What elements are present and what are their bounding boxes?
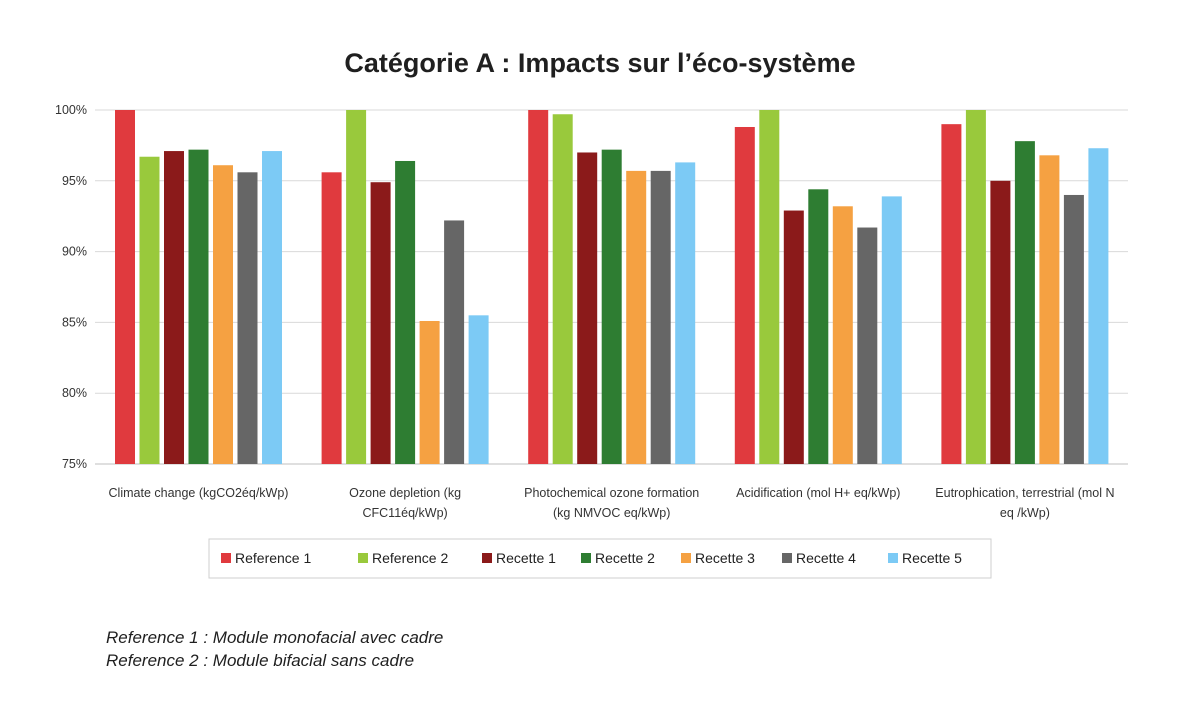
footnote-reference-2: Reference 2 : Module bifacial sans cadre (106, 651, 415, 670)
bar (965, 110, 986, 464)
y-tick-label: 100% (55, 103, 87, 117)
bar (1014, 141, 1035, 465)
bar (370, 182, 391, 464)
bar (1088, 148, 1109, 464)
y-tick-label: 75% (62, 457, 87, 471)
x-tick-label: (kg NMVOC eq/kWp) (553, 506, 670, 520)
x-axis-labels: Climate change (kgCO2éq/kWp) Ozone deplet… (109, 486, 1115, 520)
x-tick-label: eq /kWp) (1000, 506, 1050, 520)
legend-swatch (681, 553, 691, 563)
bar (990, 180, 1011, 465)
bar (468, 315, 489, 464)
bar (577, 152, 598, 465)
legend-label: Recette 2 (595, 550, 655, 566)
bar (262, 151, 282, 464)
bars (115, 110, 1109, 465)
x-tick-label: Climate change (kgCO2éq/kWp) (109, 486, 289, 500)
legend-swatch (221, 553, 231, 563)
bar (164, 151, 184, 464)
bar (1039, 155, 1060, 464)
chart-title: Catégorie A : Impacts sur l’éco-système (344, 48, 855, 78)
bar (626, 170, 647, 464)
y-tick-label: 95% (62, 174, 87, 188)
bar (139, 156, 160, 464)
legend-label: Reference 2 (372, 550, 448, 566)
legend-label: Recette 4 (796, 550, 856, 566)
footnote-reference-1: Reference 1 : Module monofacial avec cad… (106, 628, 444, 647)
bar (395, 160, 416, 464)
legend-label: Recette 5 (902, 550, 962, 566)
legend-label: Recette 3 (695, 550, 755, 566)
legend-box (208, 538, 992, 579)
bar (601, 149, 622, 464)
x-tick-label: Ozone depletion (kg (349, 486, 461, 500)
bar (881, 196, 902, 464)
legend-label: Recette 1 (496, 550, 556, 566)
bar (188, 149, 209, 464)
bar (808, 189, 829, 464)
bar (650, 170, 671, 464)
bar (832, 206, 853, 464)
bar (213, 165, 233, 464)
bar (528, 110, 549, 464)
legend: Reference 1 Reference 2 Recette 1 Recette 2… (208, 538, 992, 579)
bar (857, 227, 878, 464)
bar (444, 220, 465, 464)
bar (1063, 194, 1084, 464)
y-tick-label: 85% (62, 315, 87, 329)
bar (321, 172, 342, 464)
bar (237, 172, 258, 464)
x-tick-label: Acidification (mol H+ eq/kWp) (736, 486, 900, 500)
bar (734, 126, 755, 464)
bar (675, 162, 696, 464)
legend-swatch (358, 553, 368, 563)
bar (115, 110, 135, 464)
bar (759, 110, 780, 464)
bar (941, 124, 962, 464)
bar (419, 320, 440, 464)
x-tick-label: Eutrophication, terrestrial (mol N (935, 486, 1114, 500)
legend-swatch (482, 553, 492, 563)
x-tick-label: Photochemical ozone formation (524, 486, 699, 500)
legend-swatch (888, 553, 898, 563)
footnotes: Reference 1 : Module monofacial avec cad… (106, 626, 443, 672)
bar (346, 110, 367, 464)
bar (552, 114, 573, 465)
bar (783, 210, 804, 464)
legend-swatch (581, 553, 591, 563)
y-tick-label: 80% (62, 386, 87, 400)
y-axis-ticks: 75% 80% 85% 90% 95% 100% (55, 103, 87, 471)
x-tick-label: CFC11éq/kWp) (362, 506, 447, 520)
y-tick-label: 90% (62, 245, 87, 259)
legend-swatch (782, 553, 792, 563)
legend-label: Reference 1 (235, 550, 311, 566)
